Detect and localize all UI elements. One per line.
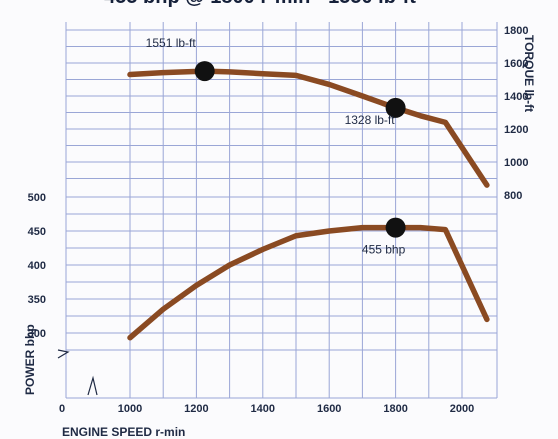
power-tick-label: 300	[28, 328, 46, 340]
x-tick-label: 1800	[383, 403, 407, 415]
x-tick-label: 1000	[118, 403, 142, 415]
x-tick-label: 1600	[317, 403, 341, 415]
torque-axis-title: TORQUE lb-ft	[522, 35, 536, 112]
chart-series	[127, 61, 490, 341]
power-curve	[127, 224, 490, 341]
torque-curve	[127, 68, 490, 188]
peak-marker	[385, 217, 406, 238]
torque-tick-label: 1000	[504, 157, 528, 169]
torque-tick-label: 1600	[504, 58, 528, 70]
x-tick-label: 1400	[251, 403, 275, 415]
peak-label: 1551 lb-ft	[146, 36, 197, 50]
torque-tick-label: 1200	[504, 124, 528, 136]
x-tick-label: 2000	[450, 403, 474, 415]
torque-tick-label: 800	[504, 190, 522, 202]
chart-title: 455 bhp @ 1800 r-min · 1550 lb-ft	[104, 0, 416, 8]
x-axis-title: ENGINE SPEED r-min	[62, 425, 185, 439]
x-tick-label: 0	[59, 403, 65, 415]
power-tick-label: 450	[28, 226, 46, 238]
torque-tick-label: 1400	[504, 91, 528, 103]
x-tick-label: 1200	[184, 403, 208, 415]
power-axis-title: POWER bhp	[23, 324, 37, 395]
power-tick-label: 350	[28, 294, 46, 306]
peak-label: 1328 lb-ft	[345, 113, 396, 127]
chart-grid	[65, 22, 498, 399]
axis-break-marks	[57, 349, 98, 396]
power-tick-label: 500	[28, 192, 46, 204]
peak-label: 455 bhp	[362, 243, 406, 257]
peak-marker	[194, 61, 215, 82]
torque-tick-label: 1800	[504, 25, 528, 37]
chart-labels: 0 1000 1200 1400 1600 1800 2000 300 350 400 450 500…	[28, 25, 529, 415]
power-tick-label: 400	[28, 260, 46, 272]
peak-marker	[385, 97, 406, 118]
